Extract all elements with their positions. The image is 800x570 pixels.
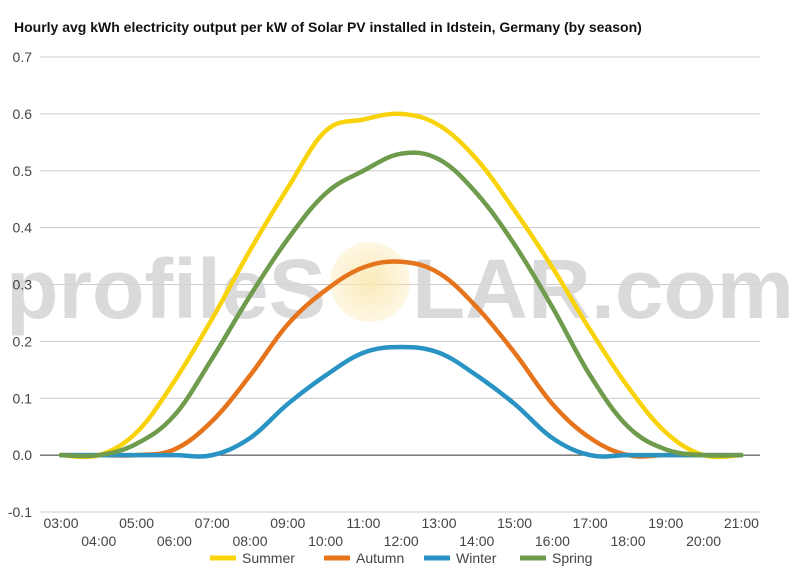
x-axis: 03:0004:0005:0006:0007:0008:0009:0010:00…: [43, 515, 759, 549]
y-axis: -0.1 0.0 0.1 0.2 0.3 0.4 0.5 0.6 0.7: [8, 49, 32, 520]
x-tick-label: 06:00: [157, 533, 192, 549]
legend: Summer Autumn Winter Spring: [210, 550, 592, 566]
watermark-right: LAR.com: [412, 242, 794, 336]
legend-label-spring: Spring: [552, 550, 592, 566]
y-tick-label: -0.1: [8, 504, 32, 520]
x-tick-label: 13:00: [421, 515, 456, 531]
x-tick-label: 15:00: [497, 515, 532, 531]
y-tick-label: 0.2: [13, 333, 33, 349]
y-tick-label: 0.7: [13, 49, 33, 65]
x-tick-label: 07:00: [195, 515, 230, 531]
x-tick-label: 18:00: [610, 533, 645, 549]
x-tick-label: 20:00: [686, 533, 721, 549]
series-line-spring: [58, 150, 744, 459]
x-tick-label: 04:00: [81, 533, 116, 549]
x-tick-label: 09:00: [270, 515, 305, 531]
series-line-winter: [58, 344, 744, 459]
y-tick-label: 0.3: [13, 277, 33, 293]
chart-title: Hourly avg kWh electricity output per kW…: [14, 19, 642, 35]
y-tick-label: 0.5: [13, 163, 33, 179]
y-tick-label: 0.6: [13, 106, 33, 122]
x-tick-label: 08:00: [232, 533, 267, 549]
y-tick-label: 0.0: [13, 447, 33, 463]
x-tick-label: 14:00: [459, 533, 494, 549]
x-tick-label: 17:00: [573, 515, 608, 531]
series-line-summer: [58, 111, 744, 460]
y-tick-label: 0.4: [13, 220, 33, 236]
sun-icon: [330, 242, 410, 322]
x-tick-label: 03:00: [43, 515, 78, 531]
y-tick-label: 0.1: [13, 390, 33, 406]
x-tick-label: 21:00: [724, 515, 759, 531]
series-layer: [58, 111, 744, 460]
x-tick-label: 11:00: [346, 515, 380, 531]
x-tick-label: 05:00: [119, 515, 154, 531]
x-tick-label: 12:00: [384, 533, 419, 549]
watermark: profileS LAR.com: [6, 242, 794, 336]
legend-label-winter: Winter: [456, 550, 497, 566]
legend-label-autumn: Autumn: [356, 550, 404, 566]
x-tick-label: 16:00: [535, 533, 570, 549]
x-tick-label: 10:00: [308, 533, 343, 549]
legend-label-summer: Summer: [242, 550, 295, 566]
x-tick-label: 19:00: [648, 515, 683, 531]
